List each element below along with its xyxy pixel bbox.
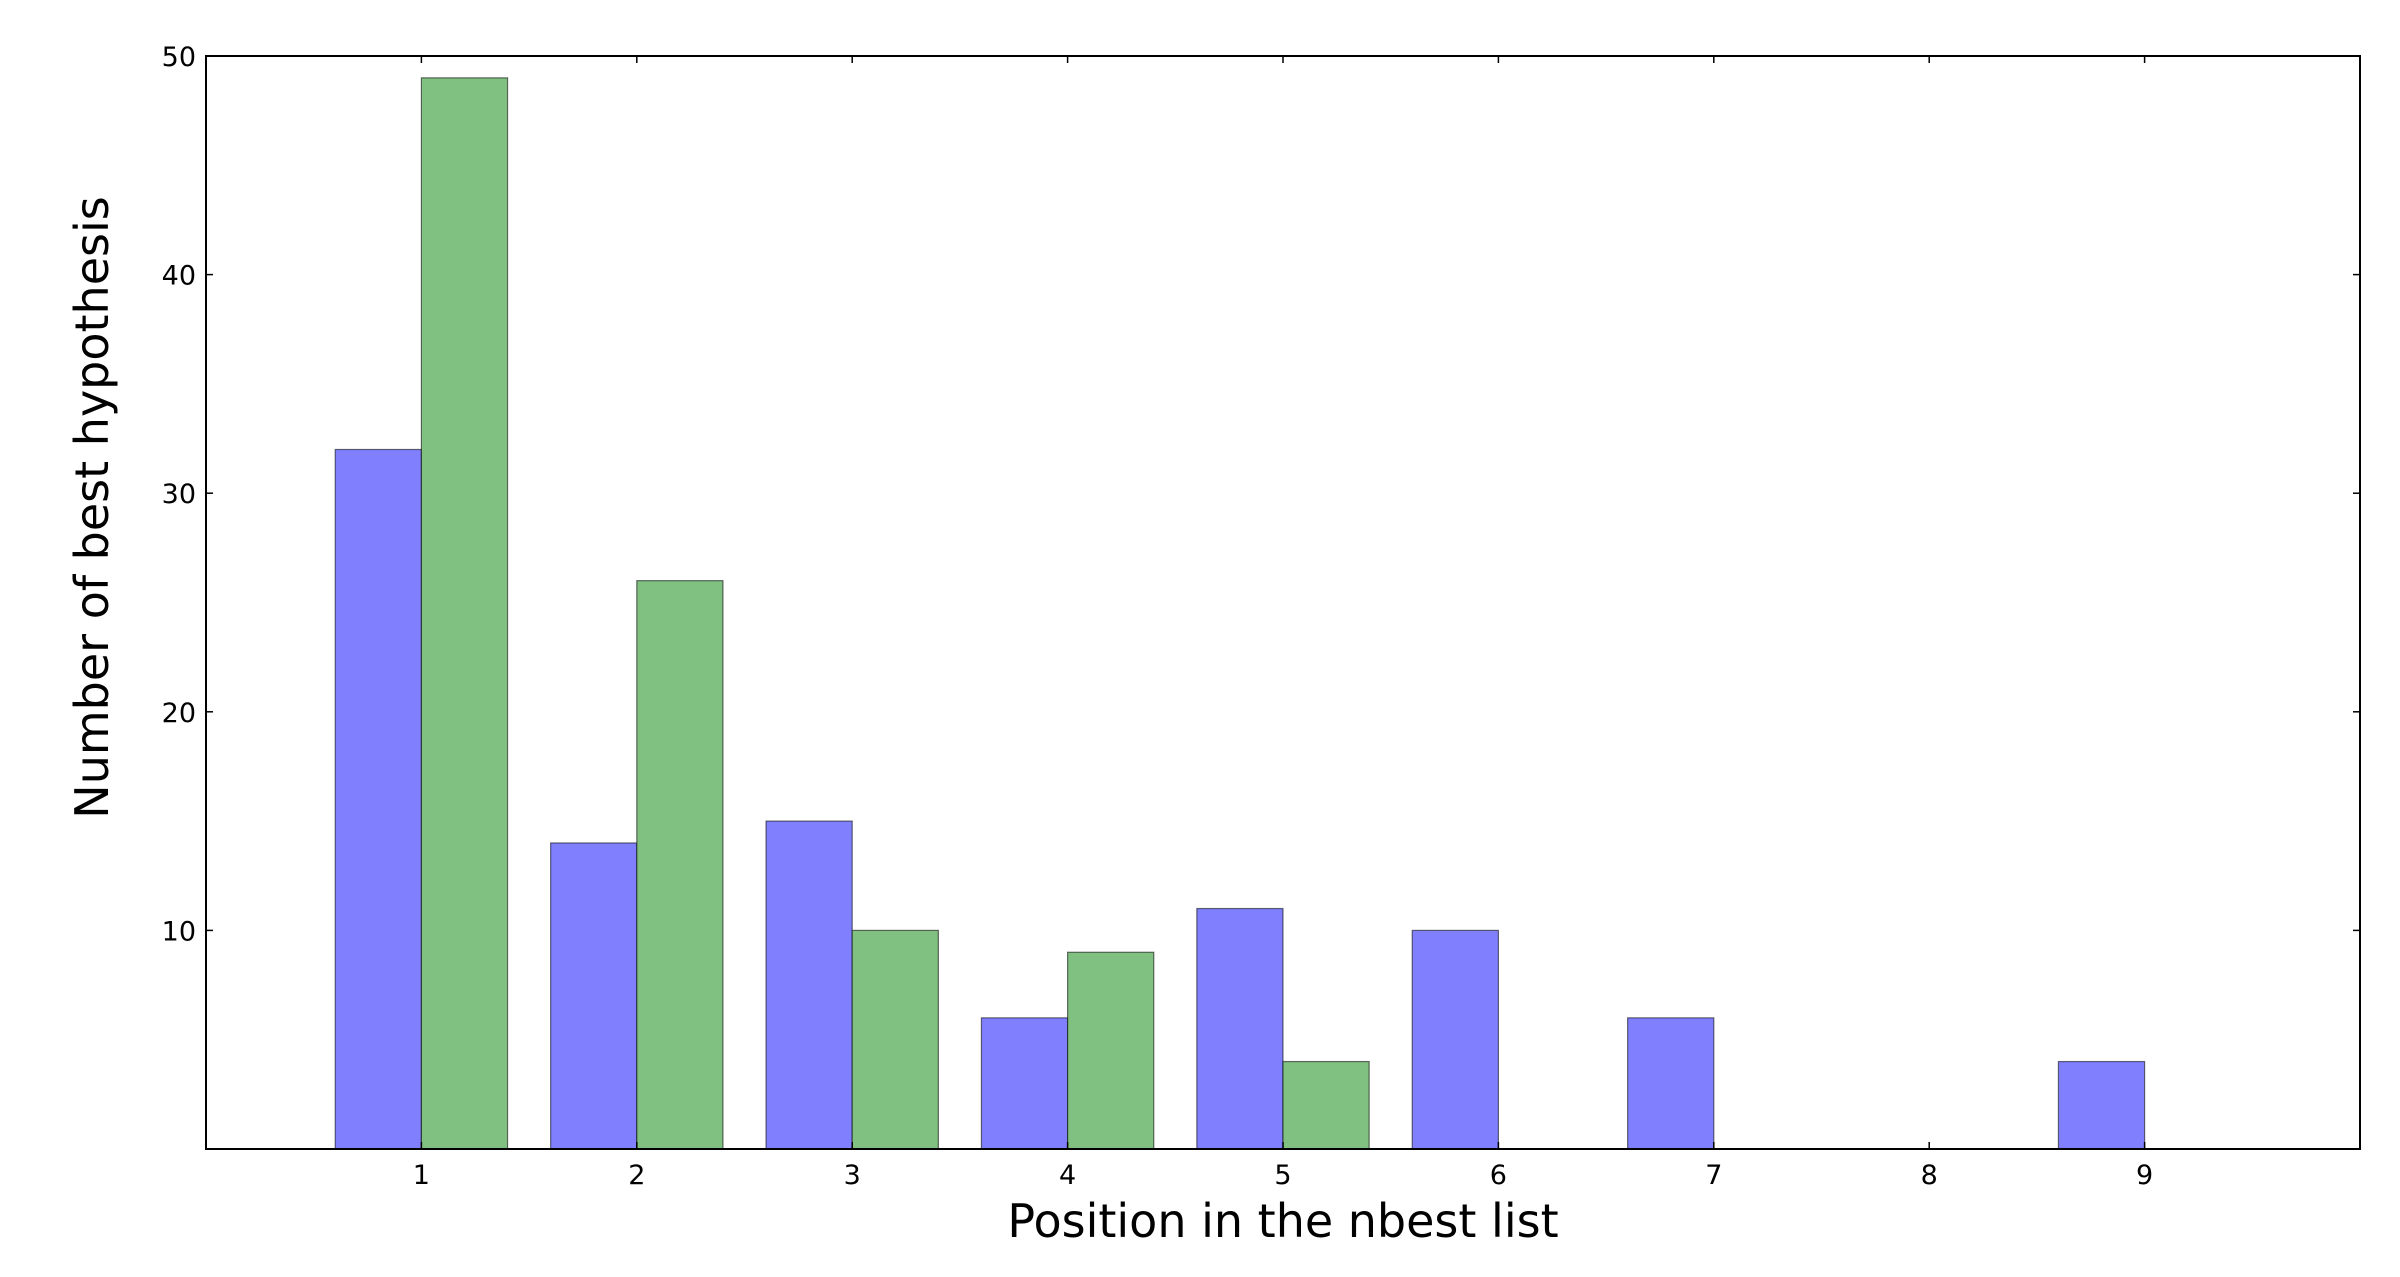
bar-series-1-9 [2057, 1060, 2146, 1150]
plot-frame [205, 55, 2361, 1150]
bar-series-1-2 [550, 842, 638, 1150]
bar-series-1-7 [1627, 1017, 1715, 1150]
bars-layer [334, 77, 2146, 1150]
x-tick-label: 1 [413, 1160, 430, 1191]
y-axis-label: Number of best hypothesis [65, 196, 119, 818]
x-tick-label: 6 [1490, 1160, 1507, 1191]
x-tick-label: 3 [844, 1160, 861, 1191]
x-tick-label: 2 [628, 1160, 645, 1191]
y-tick-label: 20 [162, 698, 196, 729]
x-tick-label: 7 [1705, 1160, 1722, 1191]
bar-series-2-3 [851, 929, 939, 1150]
y-tick-label: 10 [162, 916, 196, 947]
bar-series-1-5 [1196, 907, 1284, 1150]
x-axis-label: Position in the nbest list [1007, 1194, 1558, 1248]
x-tick-label: 9 [2136, 1160, 2153, 1191]
y-tick-label: 40 [162, 261, 196, 292]
x-tick-label: 5 [1274, 1160, 1291, 1191]
bar-series-2-5 [1282, 1060, 1370, 1150]
bar-series-2-4 [1066, 951, 1155, 1150]
x-tick-label: 8 [1921, 1160, 1938, 1191]
bar-series-2-2 [636, 580, 724, 1150]
bar-series-1-4 [980, 1017, 1069, 1150]
bar-series-1-1 [334, 448, 422, 1150]
ticks-layer: 1 2 3 4 5 6 7 8 9 10 20 30 40 50 [162, 42, 2360, 1191]
bar-series-1-6 [1411, 929, 1499, 1150]
y-tick-label: 50 [162, 42, 196, 73]
x-tick-label: 4 [1059, 1160, 1076, 1191]
y-tick-label: 30 [162, 479, 196, 510]
bar-series-1-3 [765, 820, 853, 1150]
bar-series-2-1 [420, 77, 509, 1150]
